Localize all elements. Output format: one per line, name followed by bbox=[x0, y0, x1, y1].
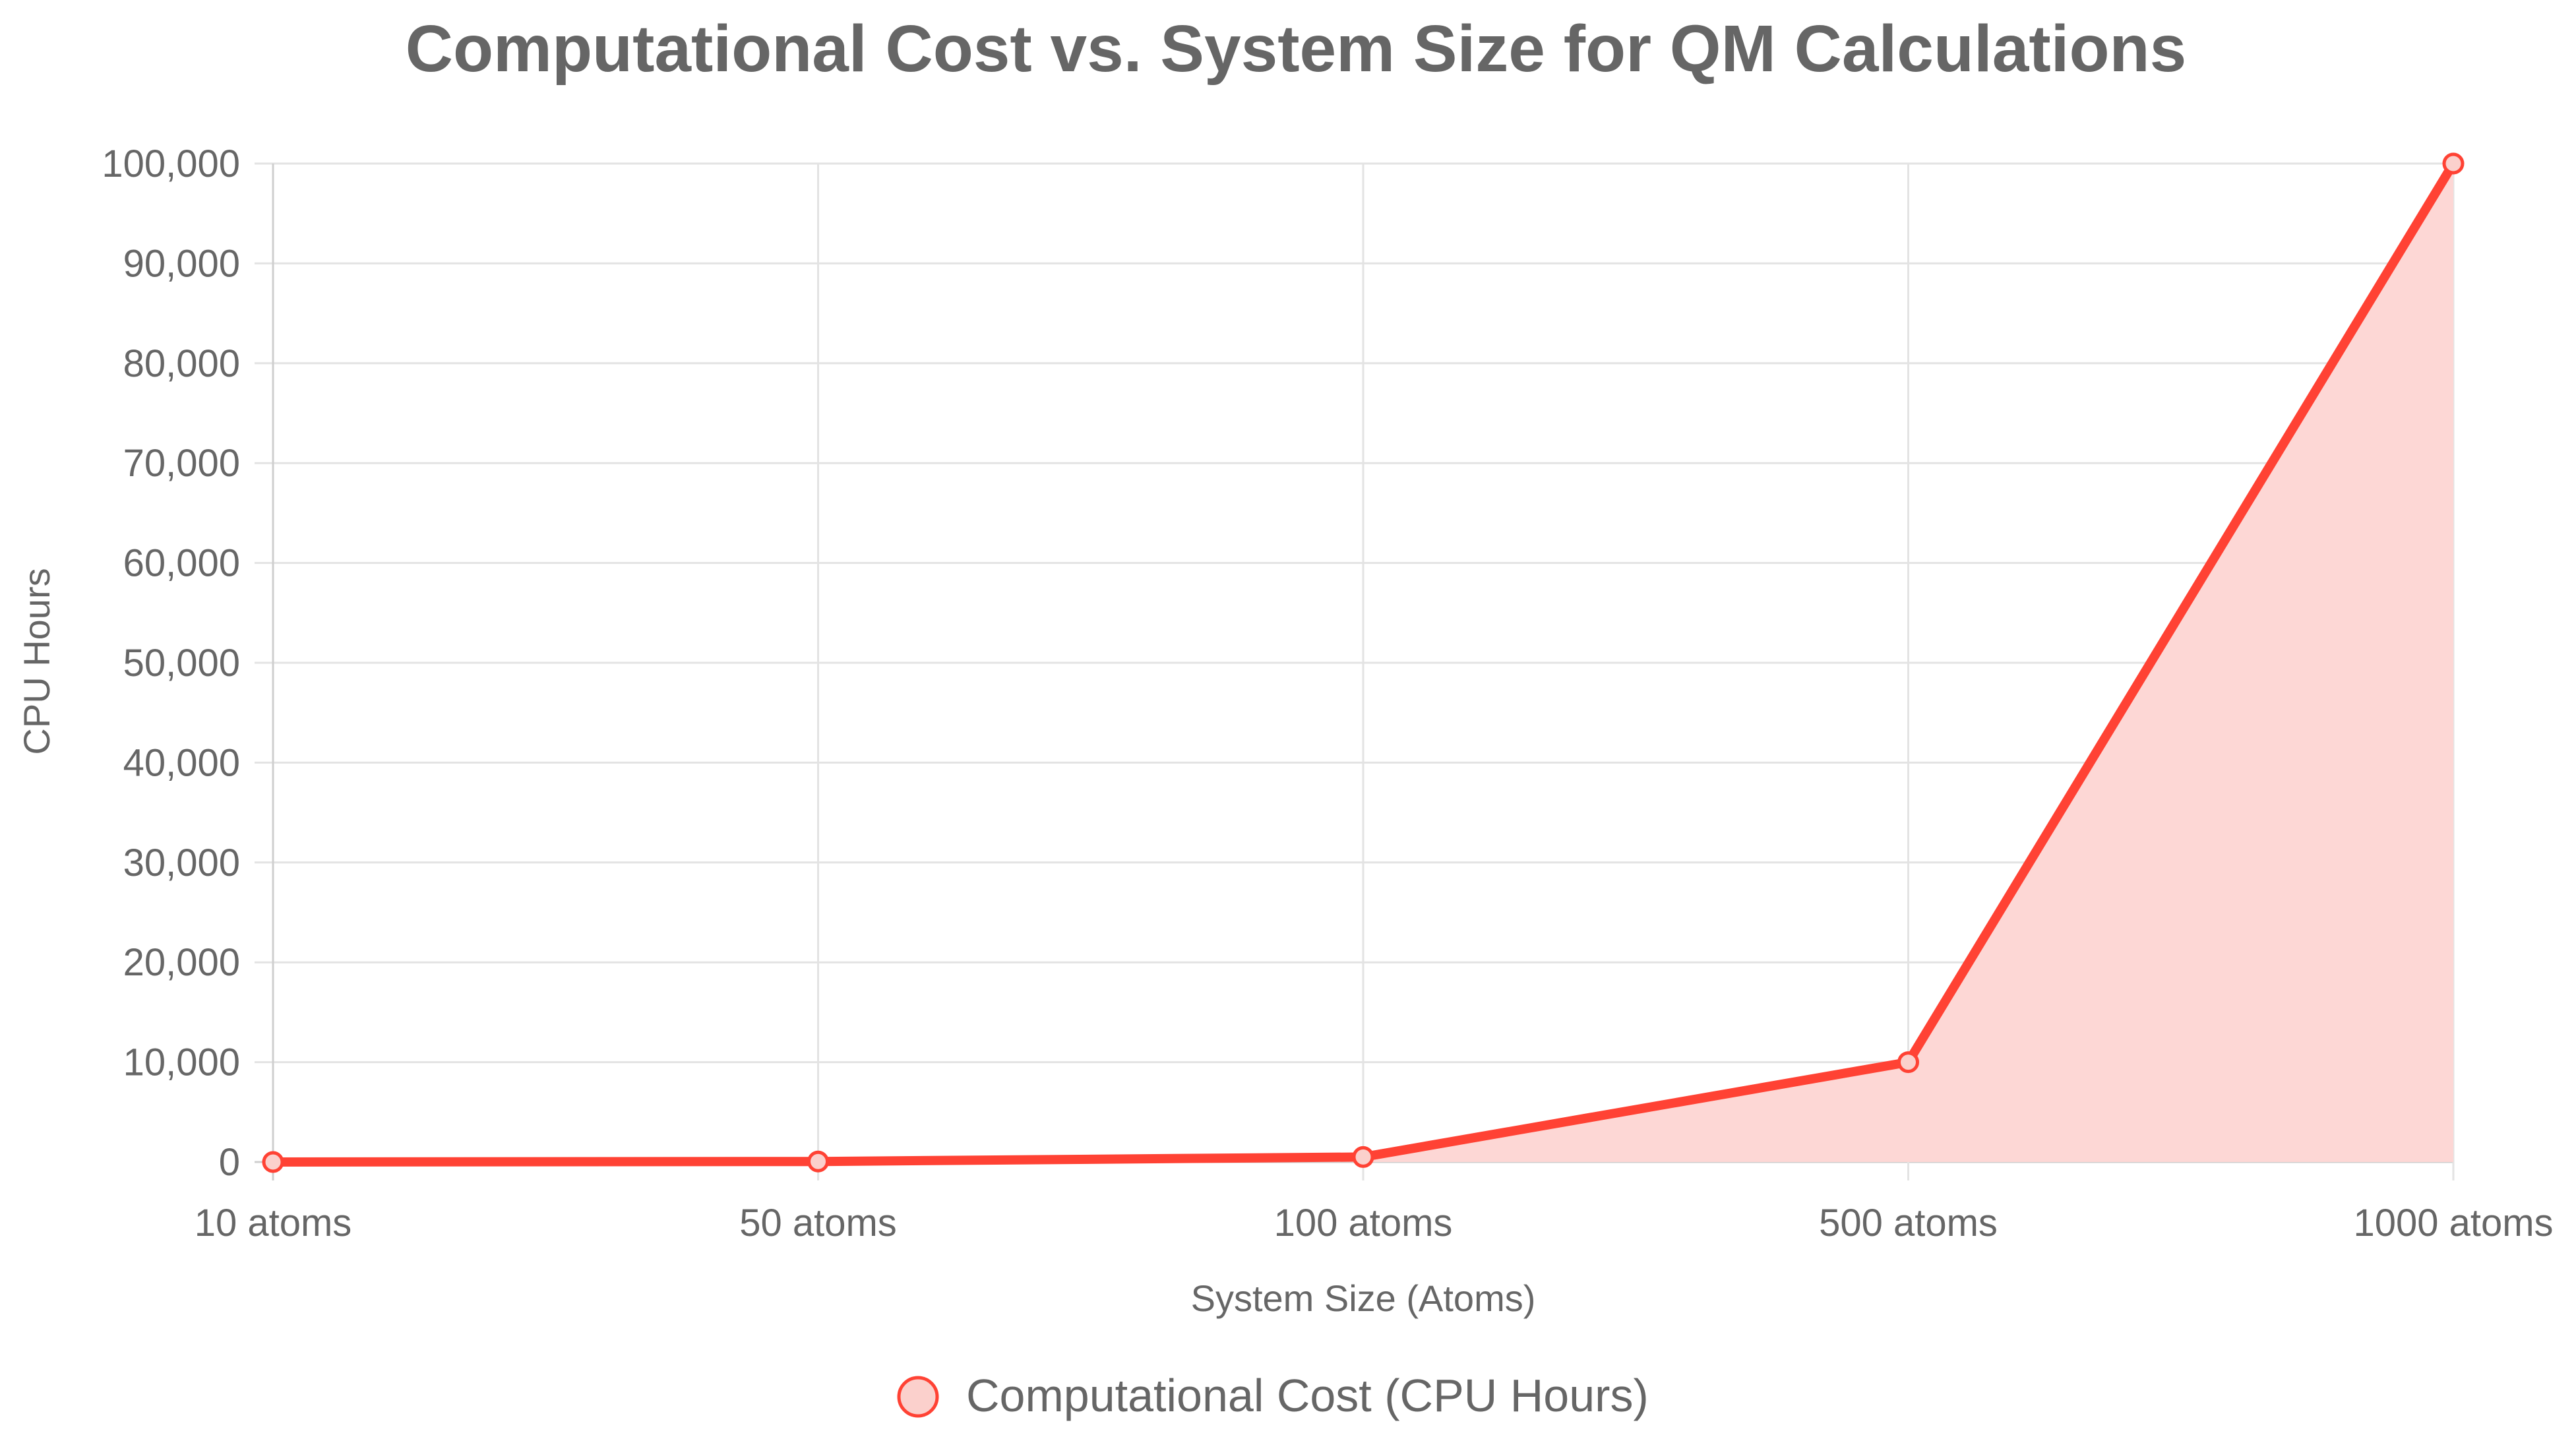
x-axis-ticks: 10 atoms 50 atoms 100 atoms 500 atoms 1000 a… bbox=[195, 1202, 2554, 1244]
y-axis-ticks: 0 10,000 20,000 30,000 40,000 50,000 60,000 70,… bbox=[102, 142, 240, 1184]
data-point[interactable] bbox=[2442, 152, 2465, 175]
x-tick-label: 500 atoms bbox=[1819, 1202, 1998, 1244]
y-tick-label: 70,000 bbox=[123, 442, 240, 485]
y-axis-title: CPU Hours bbox=[16, 568, 57, 754]
data-point[interactable] bbox=[262, 1151, 284, 1173]
y-tick-label: 50,000 bbox=[123, 642, 240, 685]
chart-title: Computational Cost vs. System Size for Q… bbox=[406, 12, 2187, 86]
y-tick-label: 10,000 bbox=[123, 1041, 240, 1084]
x-tick-label: 50 atoms bbox=[739, 1202, 897, 1244]
x-tick-label: 1000 atoms bbox=[2353, 1202, 2553, 1244]
data-point[interactable] bbox=[1897, 1051, 1919, 1074]
x-tick-label: 10 atoms bbox=[195, 1202, 352, 1244]
data-points bbox=[262, 152, 2465, 1173]
legend[interactable]: Computational Cost (CPU Hours) bbox=[897, 1370, 1649, 1421]
y-tick-label: 90,000 bbox=[123, 242, 240, 285]
y-tick-label: 0 bbox=[219, 1141, 240, 1184]
legend-label: Computational Cost (CPU Hours) bbox=[966, 1370, 1649, 1421]
y-tick-label: 20,000 bbox=[123, 941, 240, 984]
y-tick-label: 30,000 bbox=[123, 842, 240, 884]
x-axis-title: System Size (Atoms) bbox=[1191, 1277, 1536, 1319]
x-tick-label: 100 atoms bbox=[1274, 1202, 1453, 1244]
legend-marker-icon bbox=[897, 1376, 939, 1418]
y-tick-label: 80,000 bbox=[123, 342, 240, 385]
data-point[interactable] bbox=[1352, 1146, 1374, 1168]
grid bbox=[255, 162, 2455, 1180]
data-point[interactable] bbox=[807, 1150, 829, 1173]
y-tick-label: 100,000 bbox=[102, 142, 240, 185]
y-tick-label: 40,000 bbox=[123, 741, 240, 784]
series-area-fill bbox=[273, 164, 2453, 1162]
y-tick-label: 60,000 bbox=[123, 542, 240, 585]
